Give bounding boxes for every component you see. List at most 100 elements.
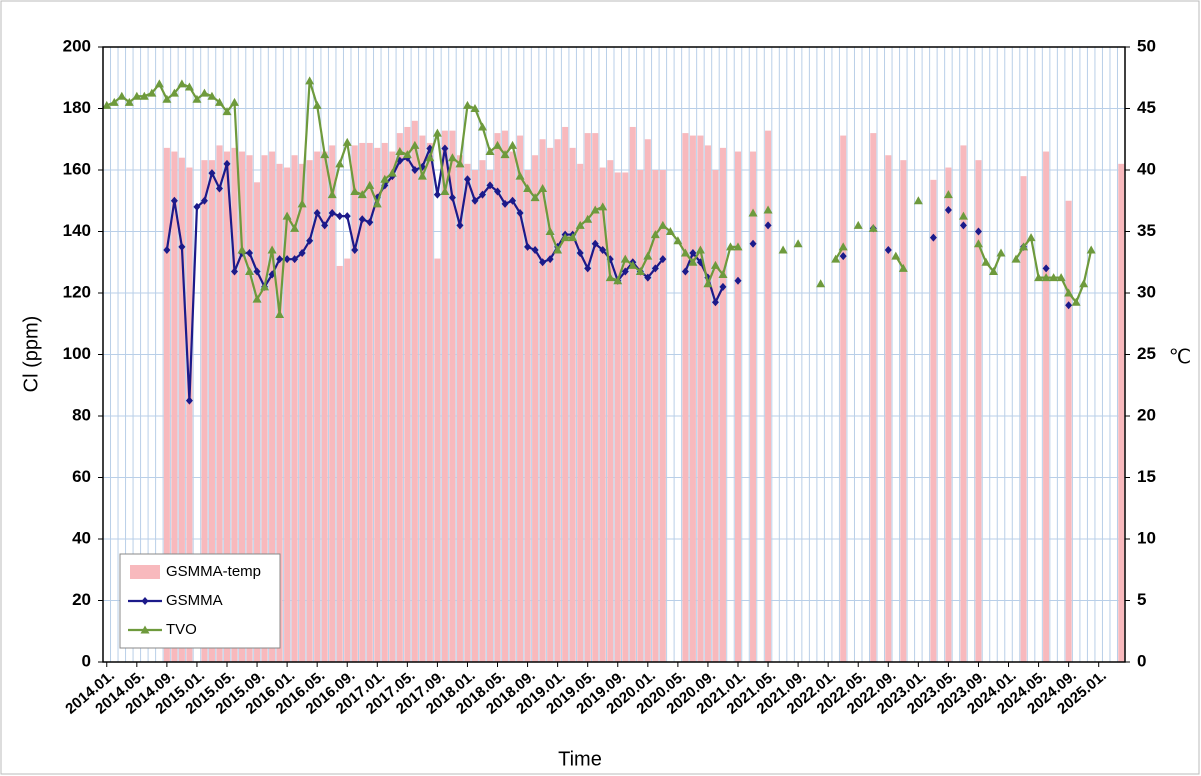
bar bbox=[622, 172, 629, 662]
bar bbox=[1043, 151, 1050, 663]
marker bbox=[644, 273, 652, 282]
bar bbox=[223, 151, 230, 663]
marker bbox=[342, 137, 352, 146]
marker bbox=[763, 205, 773, 214]
y-tick-label: 40 bbox=[72, 528, 91, 547]
marker bbox=[440, 187, 450, 196]
marker bbox=[199, 88, 209, 97]
marker bbox=[1019, 242, 1029, 251]
marker bbox=[297, 199, 307, 208]
marker bbox=[1056, 273, 1066, 282]
marker bbox=[508, 140, 518, 149]
bar bbox=[389, 151, 396, 663]
marker bbox=[839, 252, 847, 261]
y2-tick-label: 10 bbox=[1137, 528, 1156, 547]
marker bbox=[516, 209, 524, 218]
bar bbox=[900, 160, 907, 662]
marker bbox=[719, 282, 727, 291]
marker bbox=[650, 230, 660, 239]
marker bbox=[327, 190, 337, 199]
marker bbox=[913, 196, 923, 205]
bar bbox=[502, 130, 509, 662]
marker bbox=[185, 396, 193, 405]
marker bbox=[680, 248, 690, 257]
legend-label: GSMMA bbox=[166, 592, 223, 609]
marker bbox=[530, 193, 540, 202]
bar bbox=[186, 167, 193, 663]
marker bbox=[658, 220, 668, 229]
marker bbox=[230, 97, 240, 106]
marker bbox=[163, 245, 171, 254]
marker bbox=[898, 263, 908, 272]
bar bbox=[494, 133, 501, 663]
marker bbox=[1065, 301, 1073, 310]
marker bbox=[599, 245, 607, 254]
bar bbox=[359, 142, 366, 662]
marker bbox=[471, 196, 479, 205]
marker bbox=[575, 220, 585, 229]
y2-tick-label: 0 bbox=[1137, 651, 1146, 670]
marker bbox=[252, 294, 262, 303]
bar bbox=[231, 147, 238, 663]
marker bbox=[635, 266, 645, 275]
y2-tick-label: 35 bbox=[1137, 221, 1156, 240]
marker bbox=[695, 245, 705, 254]
y-tick-label: 140 bbox=[63, 221, 91, 240]
marker bbox=[147, 88, 157, 97]
bar bbox=[366, 142, 373, 662]
bar bbox=[456, 155, 463, 663]
bar bbox=[381, 142, 388, 662]
marker bbox=[117, 91, 127, 100]
marker bbox=[170, 196, 178, 205]
marker bbox=[246, 249, 254, 258]
marker bbox=[193, 202, 201, 211]
marker bbox=[366, 218, 374, 227]
marker bbox=[321, 221, 329, 230]
bar bbox=[321, 151, 328, 663]
marker bbox=[598, 202, 608, 211]
marker bbox=[350, 187, 360, 196]
bar bbox=[945, 167, 952, 663]
marker bbox=[500, 150, 510, 159]
bar bbox=[269, 151, 276, 663]
bar bbox=[637, 170, 644, 662]
marker bbox=[703, 279, 713, 288]
bar bbox=[208, 160, 215, 662]
marker bbox=[276, 255, 284, 264]
marker bbox=[312, 100, 322, 109]
marker bbox=[253, 267, 261, 276]
bar bbox=[1065, 200, 1072, 662]
bar bbox=[163, 147, 170, 663]
y2-tick-label: 30 bbox=[1137, 282, 1156, 301]
marker bbox=[162, 94, 172, 103]
marker bbox=[733, 242, 743, 251]
bar bbox=[441, 130, 448, 662]
marker bbox=[613, 276, 623, 285]
bar bbox=[975, 160, 982, 662]
marker bbox=[335, 159, 345, 168]
marker bbox=[402, 150, 412, 159]
marker bbox=[343, 212, 351, 221]
marker bbox=[358, 215, 366, 224]
bar bbox=[607, 160, 614, 662]
marker bbox=[462, 100, 472, 109]
bar bbox=[532, 155, 539, 663]
marker bbox=[214, 97, 224, 106]
marker bbox=[884, 245, 892, 254]
y2-tick-label: 5 bbox=[1137, 590, 1146, 609]
bar bbox=[765, 130, 772, 662]
legend-marker bbox=[140, 625, 150, 634]
legend-swatch bbox=[130, 565, 160, 579]
marker bbox=[590, 205, 600, 214]
marker bbox=[208, 169, 216, 178]
marker bbox=[546, 255, 554, 264]
marker bbox=[523, 183, 533, 192]
bar bbox=[840, 135, 847, 662]
marker bbox=[1086, 245, 1096, 254]
bar bbox=[569, 147, 576, 663]
marker bbox=[764, 221, 772, 230]
bar bbox=[960, 145, 967, 662]
marker bbox=[336, 212, 344, 221]
marker bbox=[748, 208, 758, 217]
bar bbox=[171, 151, 178, 663]
